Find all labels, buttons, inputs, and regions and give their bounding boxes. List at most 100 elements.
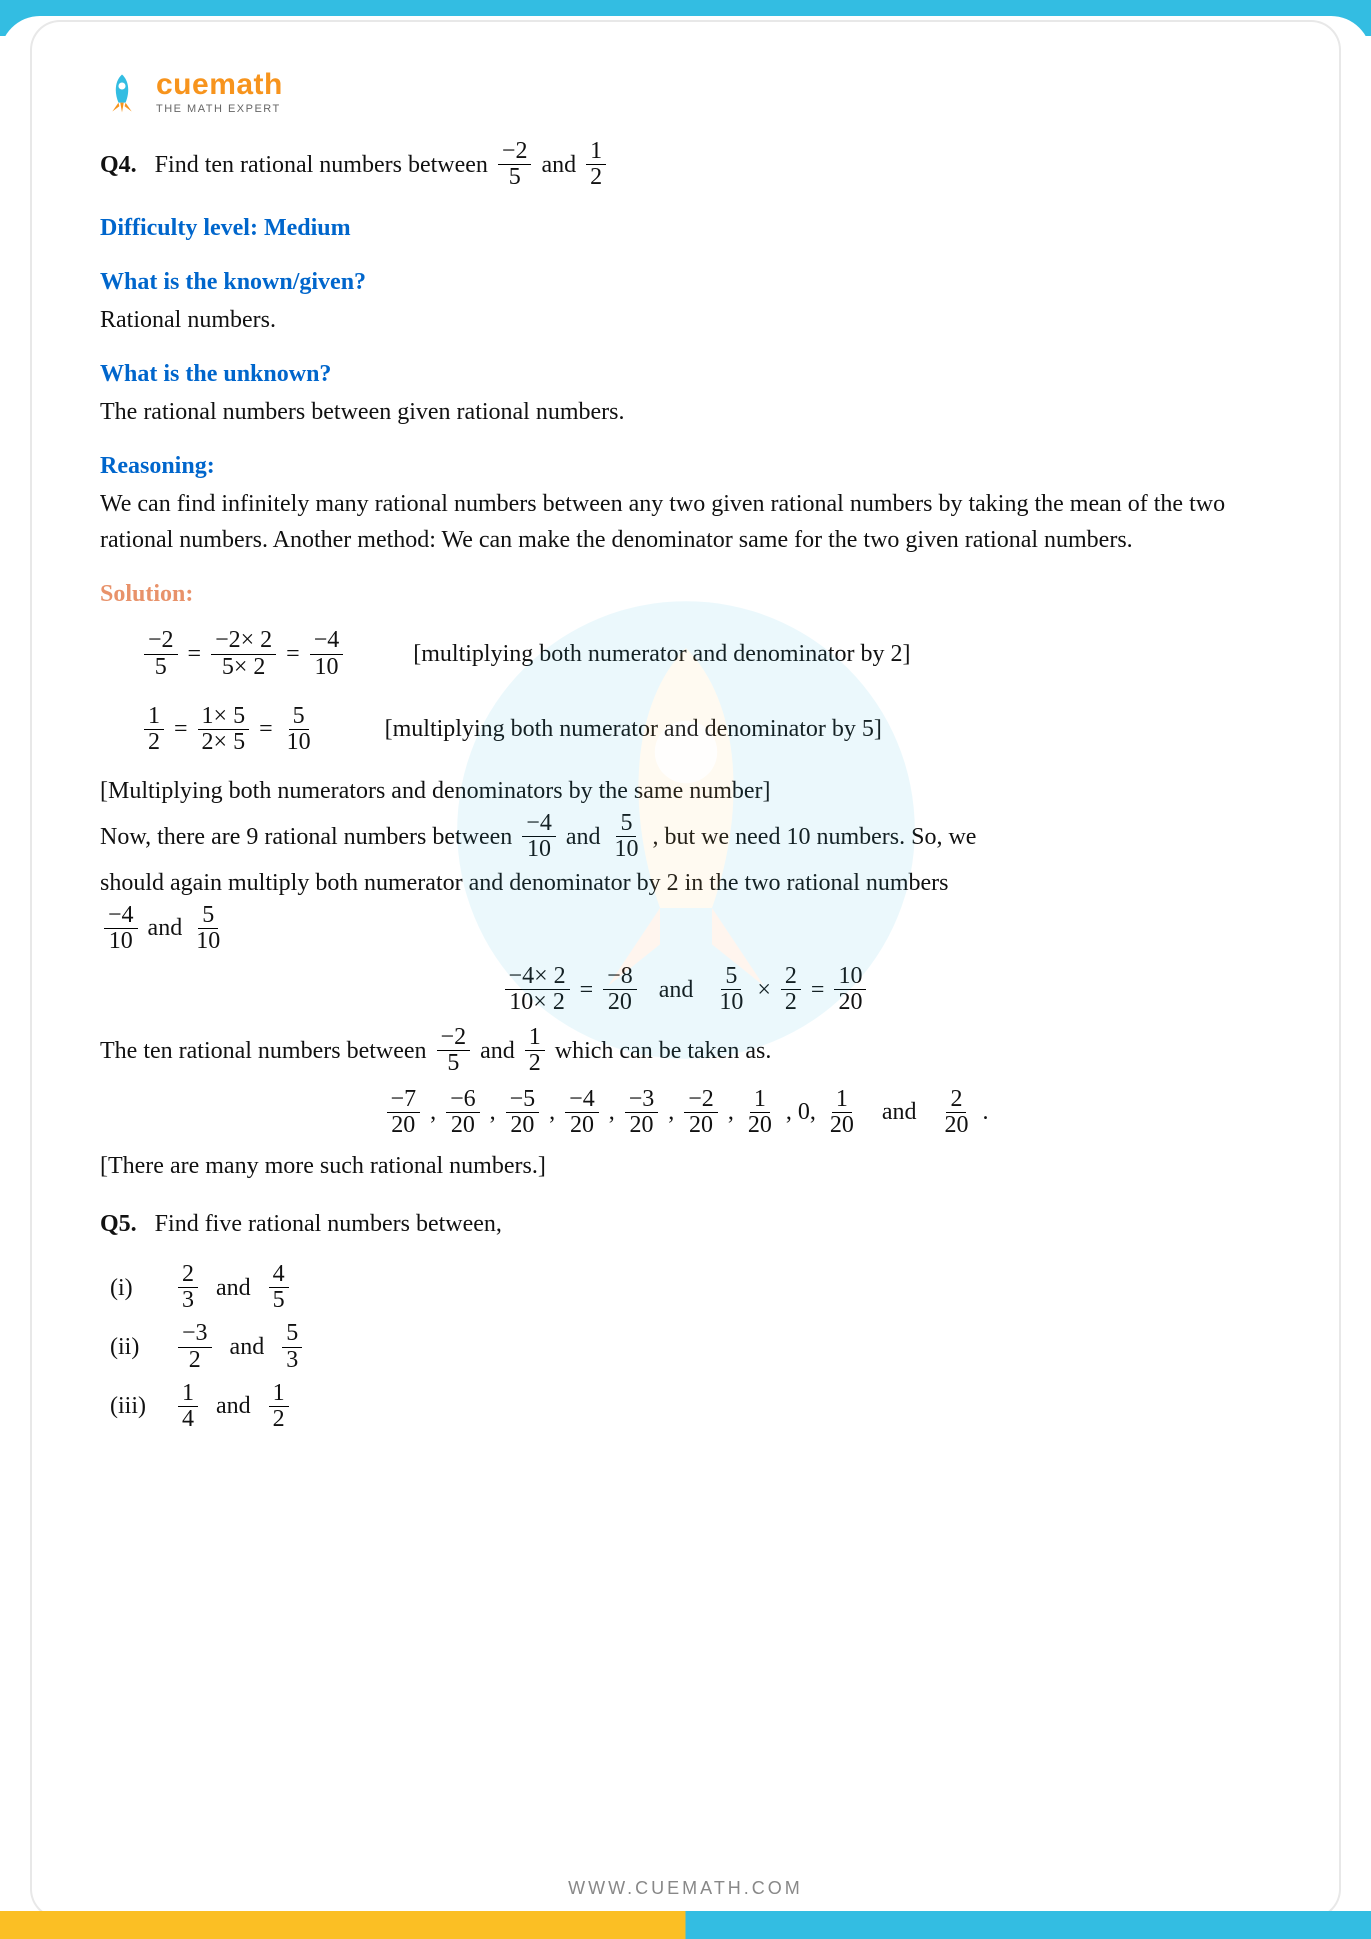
numerator: 1 <box>178 1381 198 1407</box>
text: and <box>566 819 601 855</box>
denominator: 10 <box>715 990 747 1015</box>
equals: = <box>259 711 273 747</box>
fraction: −410 <box>104 903 138 954</box>
denominator: 3 <box>282 1348 302 1373</box>
comma: , <box>668 1094 674 1130</box>
fraction: 120 <box>826 1087 858 1138</box>
denominator: 10 <box>310 655 342 680</box>
numerator: 5 <box>616 811 636 837</box>
reasoning-text: We can find infinitely many rational num… <box>100 486 1271 558</box>
solution-heading: Solution: <box>100 576 1271 612</box>
denominator: 2 <box>525 1051 545 1076</box>
equals: = <box>811 972 825 1008</box>
known-heading: What is the known/given? <box>100 264 1271 300</box>
fraction: 1020 <box>834 964 866 1015</box>
text: and <box>148 910 183 946</box>
text: which can be taken as. <box>555 1033 772 1069</box>
equation-row: 12 = 1× 52× 5 = 510 [multiplying both nu… <box>140 704 1271 755</box>
denominator: 10 <box>610 837 642 862</box>
unknown-heading: What is the unknown? <box>100 356 1271 392</box>
equals: = <box>174 711 188 747</box>
more-note: [There are many more such rational numbe… <box>100 1148 1271 1184</box>
numerator: 4 <box>269 1262 289 1288</box>
roman: (iii) <box>110 1388 160 1424</box>
fraction: −410 <box>522 811 556 862</box>
fraction: 53 <box>282 1321 302 1372</box>
step-note: [multiplying both numerator and denomina… <box>385 711 882 747</box>
text: , but we need 10 numbers. So, we <box>652 819 976 855</box>
denominator: 20 <box>826 1113 858 1138</box>
fraction: −620 <box>446 1087 480 1138</box>
numerator: 1 <box>750 1087 770 1113</box>
numerator: 1× 5 <box>198 704 250 730</box>
numerator: −7 <box>387 1087 421 1113</box>
times: × <box>757 972 771 1008</box>
rocket-icon <box>100 71 144 115</box>
footer-url: WWW.CUEMATH.COM <box>0 1878 1371 1899</box>
denominator: 5 <box>505 165 525 190</box>
numerator: −3 <box>625 1087 659 1113</box>
q5-part-ii: (ii) −32 and 53 <box>110 1321 1271 1372</box>
fraction: −25 <box>144 628 178 679</box>
q5-part-i: (i) 23 and 45 <box>110 1262 1271 1313</box>
denominator: 20 <box>940 1113 972 1138</box>
difficulty-heading: Difficulty level: Medium <box>100 210 1271 246</box>
equation-row: −25 = −2× 25× 2 = −410 [multiplying both… <box>140 628 1271 679</box>
numerator: −2× 2 <box>211 628 276 654</box>
fraction: −4× 210× 2 <box>505 964 570 1015</box>
fraction: −520 <box>506 1087 540 1138</box>
numerator: −3 <box>178 1321 212 1347</box>
denominator: 10 <box>283 730 315 755</box>
fraction: 1 2 <box>586 139 606 190</box>
fraction: −320 <box>625 1087 659 1138</box>
fraction: 12 <box>144 704 164 755</box>
numerator: −8 <box>603 964 637 990</box>
denominator: 20 <box>625 1113 657 1138</box>
brand-name: cuemath <box>156 70 283 100</box>
comma: , <box>490 1094 496 1130</box>
mult-note: [Multiplying both numerators and denomin… <box>100 773 1271 809</box>
unknown-text: The rational numbers between given ratio… <box>100 394 1271 430</box>
fraction: −25 <box>437 1025 471 1076</box>
fraction: 12 <box>525 1025 545 1076</box>
denominator: 2 <box>185 1348 205 1373</box>
text: and <box>216 1270 251 1306</box>
numerator: 10 <box>834 964 866 990</box>
numerator: 1 <box>832 1087 852 1113</box>
denominator: 10 <box>523 837 555 862</box>
q5-prompt: Q5. Find five rational numbers between, <box>100 1206 1271 1242</box>
text: and <box>882 1094 917 1130</box>
denominator: 10 <box>192 929 224 954</box>
numerator: −6 <box>446 1087 480 1113</box>
denominator: 10 <box>105 929 137 954</box>
denominator: 2 <box>144 730 164 755</box>
fraction: 120 <box>744 1087 776 1138</box>
q5-label: Q5. <box>100 1206 137 1242</box>
numerator: −4 <box>104 903 138 929</box>
zero: 0, <box>798 1094 816 1130</box>
numerator: −4 <box>310 628 344 654</box>
comma: , <box>430 1094 436 1130</box>
page: cuemath THE MATH EXPERT Q4. Find ten rat… <box>30 20 1341 1919</box>
numerator: −4 <box>522 811 556 837</box>
numerator: −4 <box>565 1087 599 1113</box>
numerator: 2 <box>781 964 801 990</box>
text: The ten rational numbers between <box>100 1033 427 1069</box>
q5-text: Find five rational numbers between, <box>155 1206 502 1242</box>
numerator: 1 <box>586 139 606 165</box>
text: and <box>230 1329 265 1365</box>
fraction: 23 <box>178 1262 198 1313</box>
and-text: and <box>541 147 576 183</box>
answer-row: −720, −620, −520, −420, −320, −220, 120,… <box>100 1087 1271 1138</box>
dot: . <box>982 1094 988 1130</box>
text: and <box>480 1033 515 1069</box>
denominator: 20 <box>447 1113 479 1138</box>
comma: , <box>549 1094 555 1130</box>
numerator: −2 <box>144 628 178 654</box>
now-line: Now, there are 9 rational numbers betwee… <box>100 811 1271 862</box>
denominator: 5 <box>151 655 171 680</box>
numerator: 2 <box>178 1262 198 1288</box>
denominator: 4 <box>178 1407 198 1432</box>
brand-tagline: THE MATH EXPERT <box>156 104 283 115</box>
fraction: 14 <box>178 1381 198 1432</box>
